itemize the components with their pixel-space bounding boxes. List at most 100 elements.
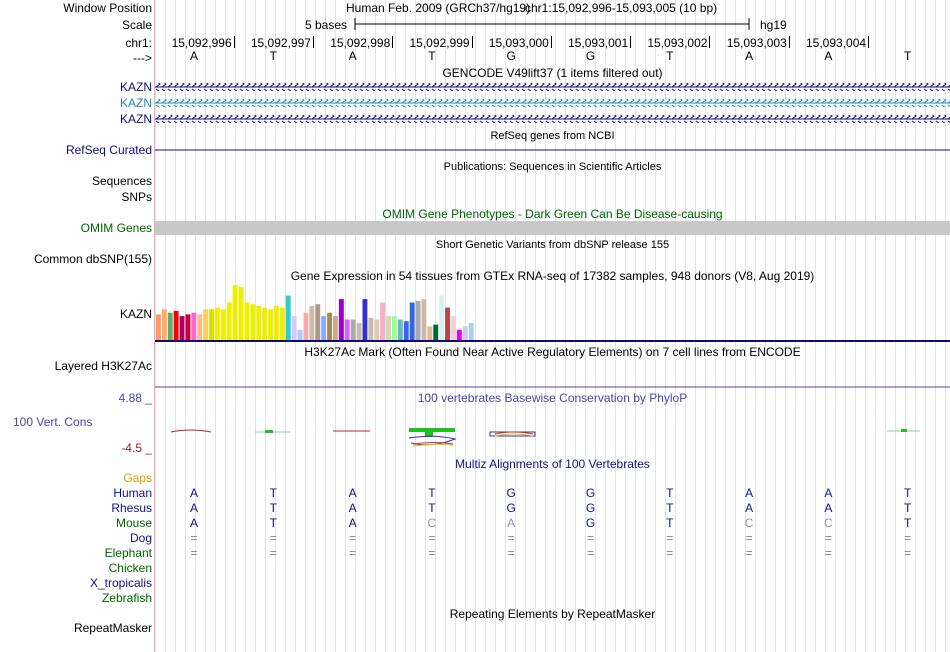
dbsnp-track-label[interactable]: Common dbSNP(155) (33, 252, 152, 266)
repeatmasker-track-label[interactable]: RepeatMasker (73, 621, 152, 635)
gtex-tissue-bar[interactable] (238, 287, 244, 340)
gtex-tissue-bar[interactable] (315, 304, 321, 340)
alignment-base: = (349, 531, 357, 545)
grid-line (765, 0, 766, 652)
gtex-tissue-bar[interactable] (191, 312, 197, 340)
gtex-tissue-bar[interactable] (350, 319, 356, 341)
gtex-tissue-bar[interactable] (285, 295, 291, 340)
grid-line (865, 0, 866, 652)
gtex-tissue-bar[interactable] (274, 305, 279, 340)
gtex-tissue-bar[interactable] (409, 302, 415, 341)
gtex-tissue-bar[interactable] (392, 316, 397, 340)
gtex-tissue-bar[interactable] (209, 309, 214, 340)
gtex-tissue-bar[interactable] (232, 285, 238, 340)
gtex-tissue-bar[interactable] (203, 309, 209, 340)
gtex-tissue-bar[interactable] (433, 324, 439, 340)
refseq-gene-line[interactable] (155, 148, 950, 152)
ruler-tick (630, 36, 632, 48)
scale-label: Scale (121, 18, 152, 32)
gtex-tissue-bar[interactable] (226, 302, 232, 341)
gtex-tissue-bar[interactable] (297, 329, 303, 340)
gtex-tissue-bar[interactable] (462, 326, 468, 340)
grid-line (575, 0, 576, 652)
grid-line (555, 0, 556, 652)
ruler-position: 15,093,003 (726, 36, 787, 50)
gtex-tissue-bar[interactable] (427, 326, 433, 340)
sequence-base: G (506, 49, 516, 63)
gtex-tissue-bar[interactable] (244, 302, 250, 341)
gtex-tissue-bar[interactable] (397, 319, 403, 341)
omim-feature-bar[interactable] (155, 221, 950, 235)
gtex-tissue-bar[interactable] (374, 319, 380, 341)
gtex-tissue-bar[interactable] (386, 316, 391, 340)
gtex-tissue-bar[interactable] (262, 307, 268, 340)
alignment-base: = (349, 546, 357, 560)
grid-line (635, 0, 636, 652)
gtex-tissue-bar[interactable] (344, 319, 350, 341)
gtex-track-label[interactable]: KAZN (119, 307, 152, 321)
ruler-tick (471, 36, 473, 48)
grid-line (825, 0, 826, 652)
gtex-tissue-bar[interactable] (338, 299, 344, 340)
grid-line (895, 0, 896, 652)
omim-track-label[interactable]: OMIM Genes (80, 221, 152, 235)
alignment-base: = (428, 531, 436, 545)
h3k27ac-track-label[interactable]: Layered H3K27Ac (54, 359, 152, 373)
gtex-bar-chart[interactable] (155, 282, 950, 342)
gtex-tissue-bar[interactable] (220, 309, 226, 340)
gtex-tissue-bar[interactable] (303, 312, 309, 340)
gtex-tissue-bar[interactable] (268, 309, 273, 340)
phylop-track-label[interactable]: 100 Vert. Cons (13, 415, 93, 429)
gtex-tissue-bar[interactable] (256, 305, 262, 340)
gtex-tissue-bar[interactable] (167, 312, 173, 340)
gtex-tissue-bar[interactable] (161, 309, 167, 340)
gtex-tissue-bar[interactable] (250, 304, 256, 340)
gencode-item-label-1[interactable]: KAZN (119, 80, 152, 94)
gtex-tissue-bar[interactable] (468, 322, 474, 340)
refseq-track-label[interactable]: RefSeq Curated (65, 143, 152, 157)
gtex-tissue-bar[interactable] (327, 312, 332, 340)
grid-line (745, 0, 746, 652)
h3k27ac-signal-line[interactable] (155, 386, 950, 390)
grid-line (655, 0, 656, 652)
gtex-tissue-bar[interactable] (415, 300, 421, 340)
alignment-base: T (428, 501, 436, 515)
phylop-signal[interactable] (155, 424, 950, 454)
gtex-tissue-bar[interactable] (215, 307, 220, 340)
gtex-tissue-bar[interactable] (368, 317, 374, 340)
ruler-position: 15,093,002 (647, 36, 708, 50)
gencode-item-label-2[interactable]: KAZN (119, 96, 152, 110)
gtex-tissue-bar[interactable] (403, 321, 409, 340)
gtex-tissue-bar[interactable] (291, 316, 297, 340)
gtex-tissue-bar[interactable] (356, 322, 362, 340)
gtex-tissue-bar[interactable] (321, 316, 327, 340)
phylop-track-title: 100 vertebrates Basewise Conservation by… (417, 391, 688, 405)
gtex-tissue-bar[interactable] (185, 314, 191, 340)
grid-line (585, 0, 586, 652)
gtex-tissue-bar[interactable] (333, 316, 338, 340)
phylop-max-label: 4.88 _ (118, 391, 152, 405)
alignment-base: G (585, 516, 596, 530)
gtex-tissue-bar[interactable] (421, 299, 427, 340)
track-data-area[interactable]: Human Feb. 2009 (GRCh37/hg19) chr1:15,09… (155, 0, 950, 652)
gtex-tissue-bar[interactable] (445, 307, 450, 340)
gtex-tissue-bar[interactable] (309, 305, 315, 340)
gtex-tissue-bar[interactable] (362, 299, 368, 340)
ruler-tick (392, 36, 394, 48)
alignment-base: C (824, 516, 833, 530)
gtex-tissue-bar[interactable] (380, 302, 386, 341)
alignment-base: T (269, 516, 277, 530)
gtex-tissue-bar[interactable] (156, 314, 161, 340)
publications-track-label[interactable]: Sequences (91, 174, 152, 188)
gencode-transcripts[interactable] (155, 80, 950, 128)
gencode-item-label-3[interactable]: KAZN (119, 112, 152, 126)
gtex-tissue-bar[interactable] (179, 316, 185, 340)
gtex-tissue-bar[interactable] (451, 316, 456, 340)
gtex-tissue-bar[interactable] (456, 329, 462, 340)
gtex-tissue-bar[interactable] (197, 314, 203, 340)
alignment-base: A (189, 516, 198, 530)
gtex-tissue-bar[interactable] (279, 307, 285, 340)
snps-label[interactable]: SNPs (121, 190, 152, 204)
gtex-tissue-bar[interactable] (173, 311, 179, 340)
gtex-tissue-bar[interactable] (439, 295, 445, 340)
